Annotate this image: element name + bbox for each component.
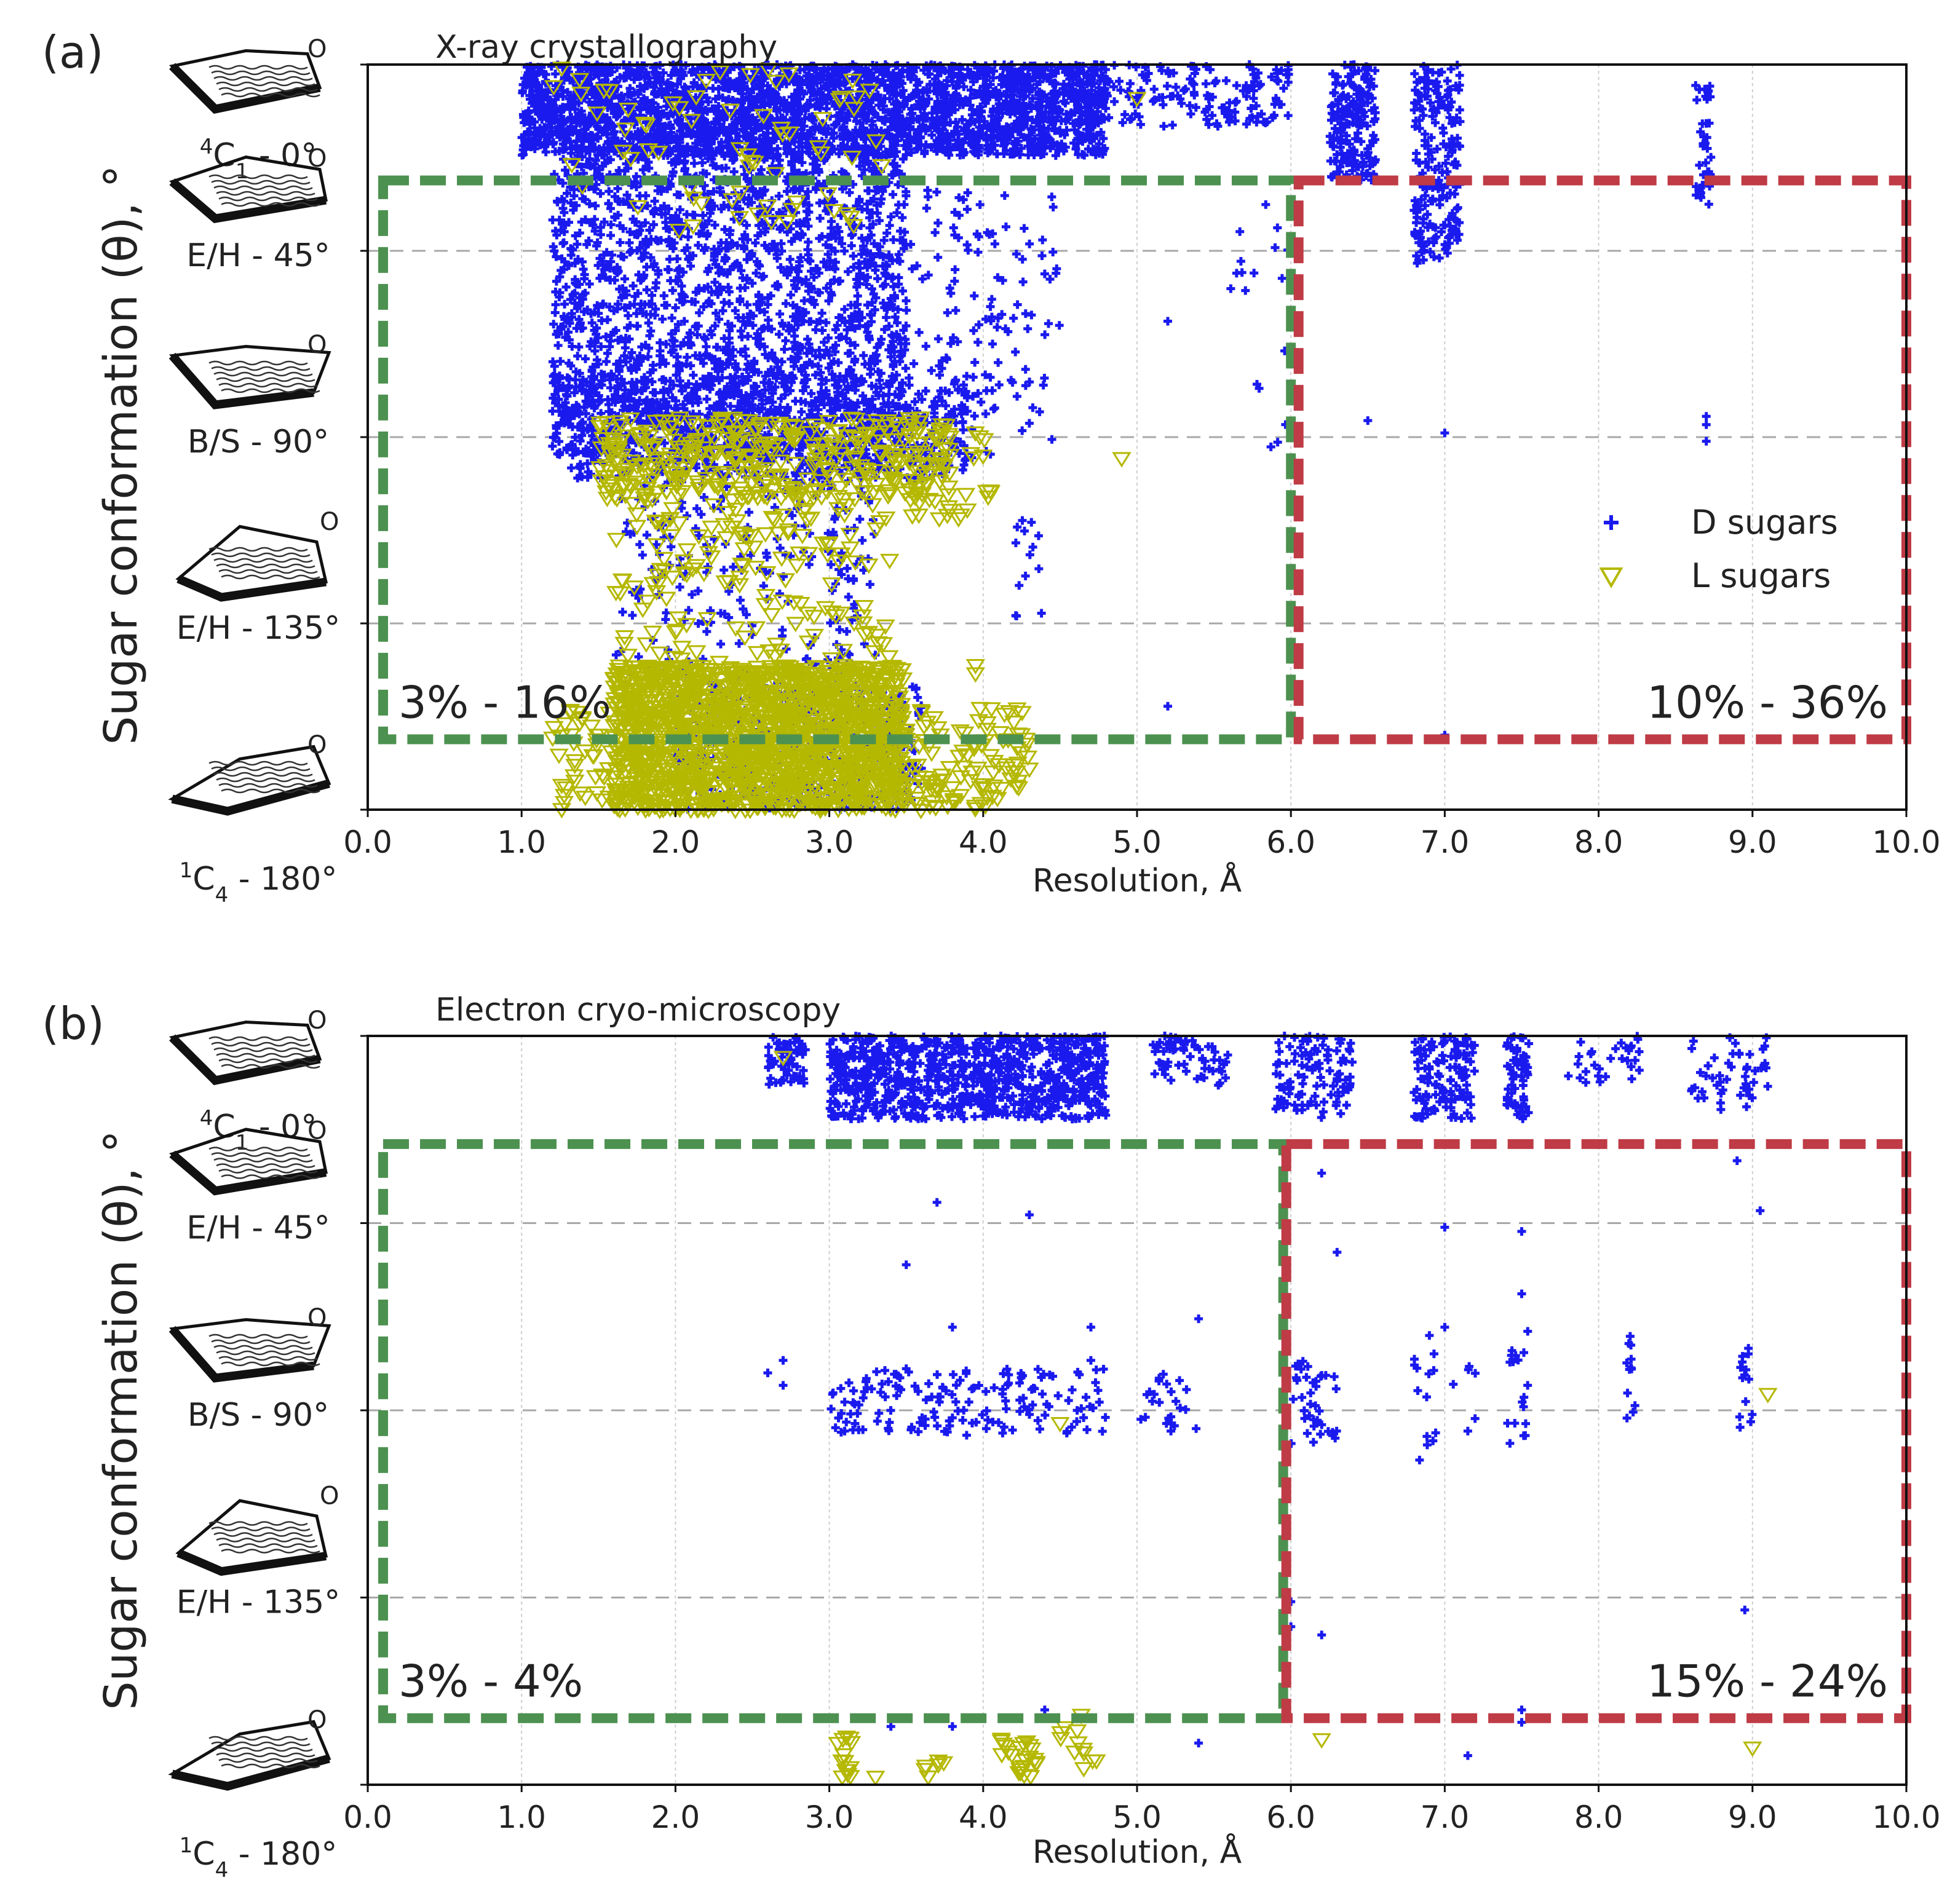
region-high-resolution-box [378, 175, 1296, 745]
y-axis-conformation-label: E/H - 135° [176, 610, 341, 647]
x-tick-label: 1.0 [497, 1799, 546, 1835]
conformation-ring-icon: O [175, 1482, 339, 1576]
region-percentage-label: 15% - 24% [1647, 1656, 1888, 1707]
x-tick-label: 8.0 [1574, 824, 1623, 860]
region-percentage-label: 3% - 4% [398, 1656, 583, 1707]
x-tick-label: 5.0 [1112, 824, 1162, 860]
series-d-sugars [763, 1032, 1772, 1760]
ring-oxygen-label: O [320, 508, 339, 536]
panel-label: (a) [42, 26, 103, 78]
region-percentage-label: 3% - 16% [398, 677, 611, 729]
x-tick-label: 6.0 [1266, 1799, 1315, 1835]
conformation-ring-icon: O [168, 35, 327, 114]
x-axis-label: Resolution, Å [1033, 1833, 1242, 1871]
conformation-ring-icon: O [168, 1706, 331, 1791]
y-axis-conformation-label: B/S - 90° [188, 424, 329, 460]
ring-oxygen-label: O [307, 35, 327, 63]
x-tick-label: 1.0 [497, 824, 546, 860]
panel-a: (a) X-ray crystallography 3% - 16% 10% - … [42, 26, 1941, 907]
x-tick-label: 3.0 [805, 824, 854, 860]
ring-oxygen-label: O [307, 144, 327, 173]
x-tick-layer: 0.0 1.0 2.0 3.0 4.0 5.0 6.0 7.0 8.0 9.0 10.0 [343, 1785, 1941, 1835]
y-axis-conformation-label: E/H - 45° [186, 237, 330, 274]
ring-oxygen-label: O [320, 1482, 339, 1511]
x-tick-label: 0.0 [343, 824, 392, 860]
x-tick-label: 10.0 [1872, 824, 1940, 860]
conformation-ring-icon: O [169, 144, 328, 223]
y-axis-conformation-label: E/H - 45° [186, 1210, 330, 1247]
conformation-ring-icon: O [168, 731, 331, 816]
conformation-ring-icon: O [169, 1117, 328, 1196]
x-tick-label: 9.0 [1728, 824, 1777, 860]
ring-oxygen-label: O [307, 1117, 327, 1145]
ring-oxygen-label: O [307, 1006, 327, 1035]
region-percentage-label: 10% - 36% [1647, 677, 1888, 729]
x-tick-label: 2.0 [651, 1799, 700, 1835]
conformation-ring-icon: O [168, 331, 331, 409]
legend-label-l: L sugars [1691, 556, 1831, 595]
x-tick-label: 4.0 [959, 824, 1008, 860]
legend-label-d: D sugars [1691, 503, 1838, 542]
y-axis-conformation-label: 4C1 - 0° [200, 135, 317, 184]
chart-title: Electron cryo-microscopy [435, 992, 841, 1029]
x-tick-layer: 0.0 1.0 2.0 3.0 4.0 5.0 6.0 7.0 8.0 9.0 10.0 [343, 810, 1941, 860]
conformation-ring-icon: O [168, 1006, 327, 1086]
x-tick-label: 0.0 [343, 1799, 392, 1835]
conformation-ring-icon: O [175, 508, 339, 602]
y-axis-conformation-label: B/S - 90° [188, 1397, 329, 1434]
region-high-resolution-box [378, 1139, 1288, 1723]
data-point-plus [763, 1032, 1772, 1760]
y-axis-label: Sugar conformation (θ), ° [95, 1130, 148, 1710]
ring-oxygen-label: O [307, 1706, 327, 1734]
x-tick-label: 3.0 [805, 1799, 854, 1835]
y-axis-conformation-label: E/H - 135° [176, 1584, 341, 1621]
chart-legend: D sugars L sugars [1599, 503, 1838, 595]
x-axis-label: Resolution, Å [1033, 861, 1242, 899]
x-tick-label: 5.0 [1112, 1799, 1162, 1835]
x-tick-label: 2.0 [651, 824, 700, 860]
x-tick-label: 7.0 [1421, 1799, 1470, 1835]
x-tick-label: 6.0 [1266, 824, 1315, 860]
panel-b: (b) Electron cryo-microscopy 3% - 4% 15% … [42, 992, 1941, 1882]
legend-marker-d [1604, 515, 1619, 530]
y-axis-conformation-label: 1C4 - 180° [180, 1833, 338, 1882]
legend-marker-l [1599, 567, 1623, 589]
x-tick-label: 10.0 [1872, 1799, 1940, 1835]
y-axis-conformation-label: 1C4 - 180° [180, 858, 338, 907]
data-point-triangle [773, 1051, 1778, 1787]
ring-oxygen-label: O [307, 731, 327, 759]
ring-oxygen-label: O [307, 331, 327, 359]
x-tick-label: 4.0 [959, 1799, 1008, 1835]
series-l-sugars [773, 1051, 1778, 1787]
conformation-ring-icon: O [168, 1304, 331, 1383]
panel-label: (b) [42, 998, 105, 1049]
x-tick-label: 7.0 [1421, 824, 1470, 860]
x-tick-label: 8.0 [1574, 1799, 1623, 1835]
chart-title: X-ray crystallography [435, 29, 777, 66]
ring-oxygen-label: O [307, 1304, 327, 1332]
x-tick-label: 9.0 [1728, 1799, 1777, 1835]
y-axis-label: Sugar conformation (θ), ° [95, 165, 148, 745]
